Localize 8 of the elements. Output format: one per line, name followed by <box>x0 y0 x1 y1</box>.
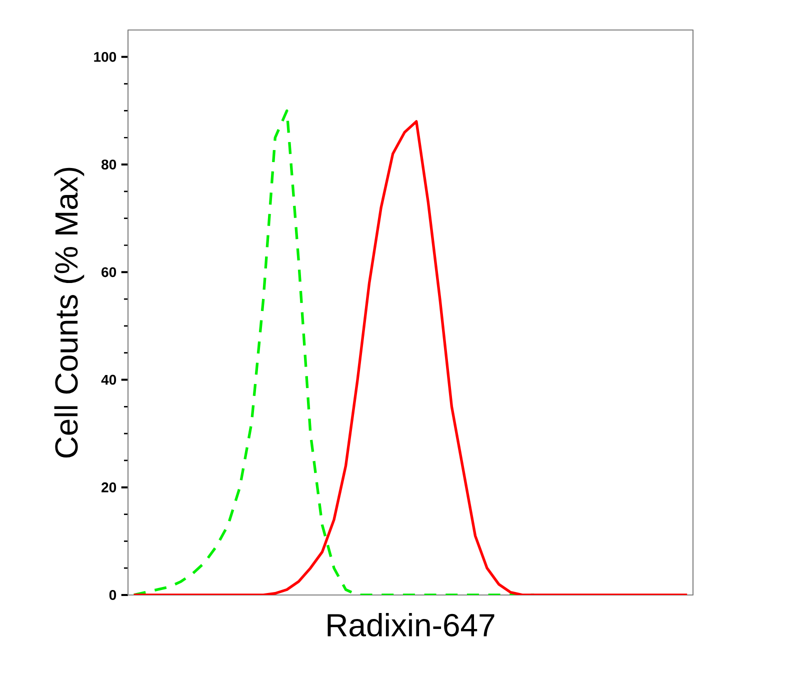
y-tick-label: 20 <box>102 482 116 492</box>
y-tick-label: 0 <box>109 590 116 600</box>
y-tick-label: 60 <box>102 267 116 278</box>
x-axis-title: Radixin-647 <box>328 613 494 637</box>
y-tick-label: 80 <box>101 160 116 170</box>
y-tick-label: 100 <box>94 52 116 62</box>
y-axis-title: Cell Counts (% Max) <box>54 168 84 458</box>
y-tick-label: 40 <box>101 374 116 385</box>
